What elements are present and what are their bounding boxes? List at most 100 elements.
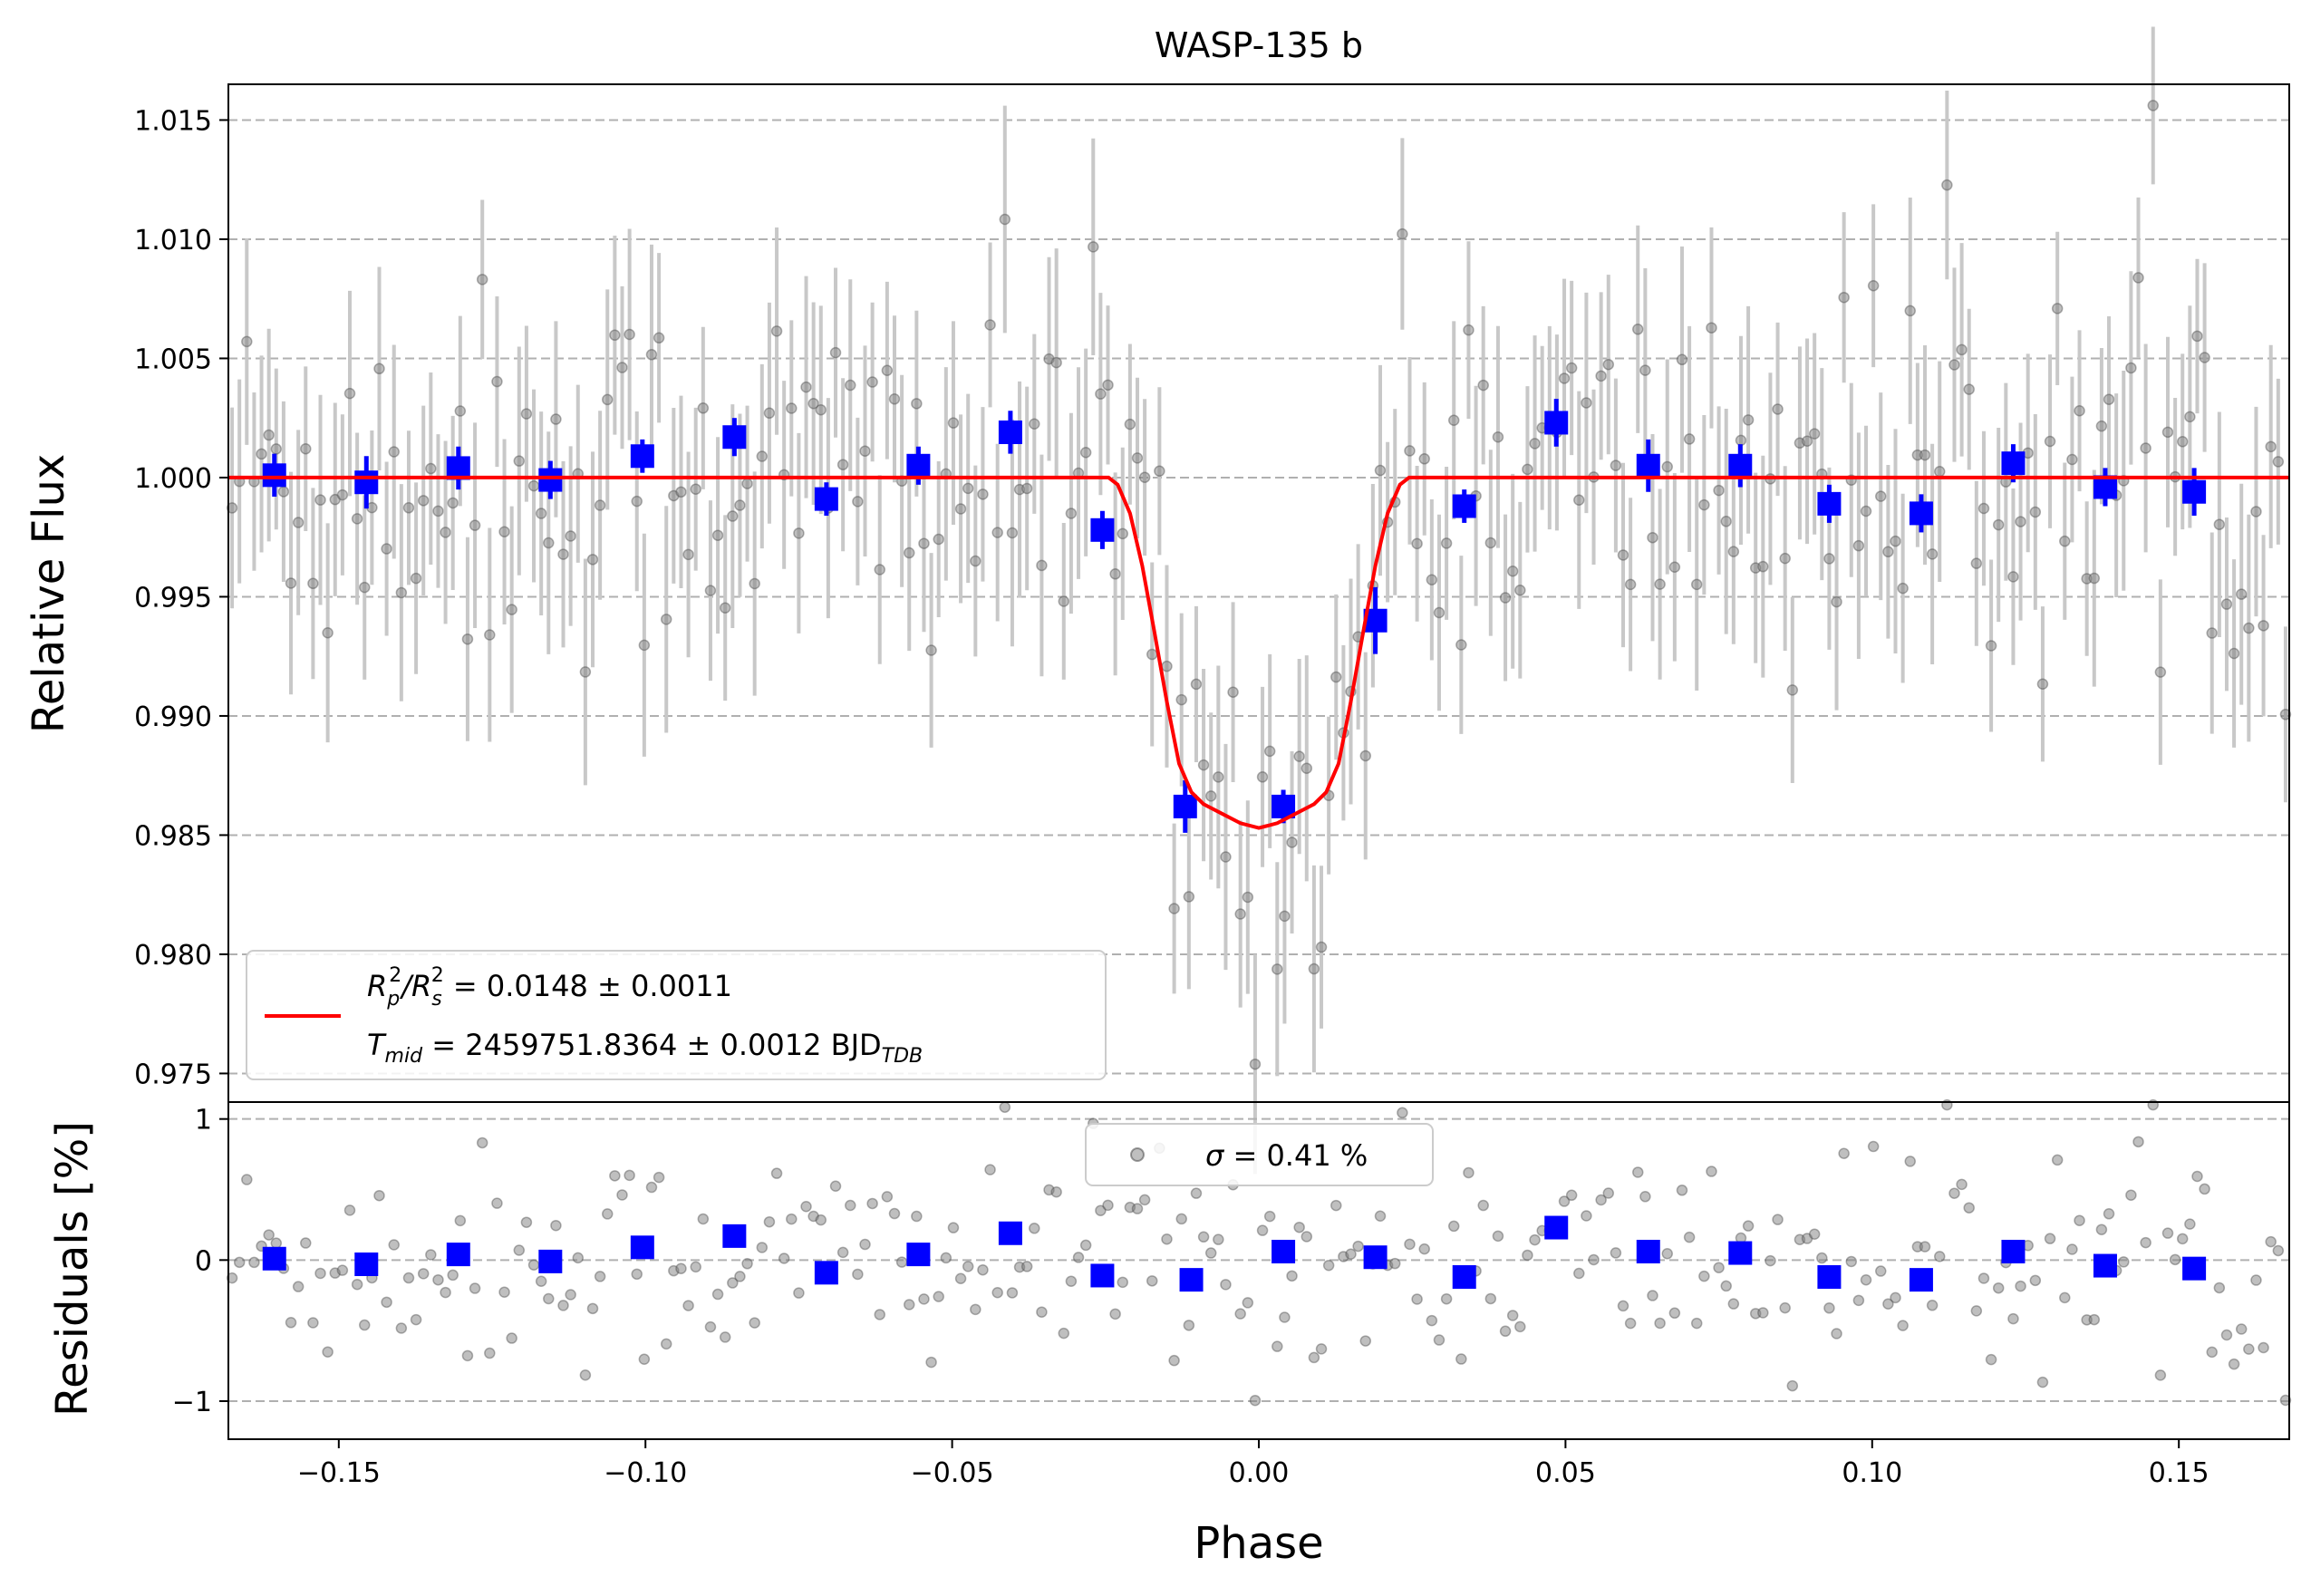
raw-residual-point xyxy=(1397,1107,1408,1119)
residual-legend-box xyxy=(1085,1123,1434,1186)
raw-residual-point xyxy=(859,1238,871,1251)
raw-residual-point xyxy=(527,1259,540,1271)
raw-residual-point xyxy=(2184,1218,2196,1230)
raw-point xyxy=(1272,963,1283,975)
raw-point xyxy=(1242,891,1254,904)
raw-point xyxy=(1867,279,1880,292)
raw-point xyxy=(520,408,533,420)
raw-residual-point xyxy=(1867,1140,1880,1153)
raw-residual-point xyxy=(734,1271,746,1282)
binned-point xyxy=(262,463,286,488)
top-gridlines xyxy=(228,119,2289,1075)
raw-residual-point xyxy=(1985,1353,1997,1366)
raw-point xyxy=(859,445,871,457)
raw-residual-point xyxy=(1956,1178,1968,1191)
raw-residual-point xyxy=(1926,1300,1939,1311)
raw-point xyxy=(579,666,592,678)
raw-point xyxy=(1308,962,1320,975)
raw-point xyxy=(1492,430,1504,443)
raw-residual-point xyxy=(741,1258,753,1270)
raw-residual-point xyxy=(469,1282,481,1294)
x-tick-label: 0.15 xyxy=(2149,1457,2209,1489)
raw-point xyxy=(1558,372,1571,384)
binned-point xyxy=(1636,453,1660,478)
raw-residual-point xyxy=(991,1286,1003,1299)
binned-residual-point xyxy=(998,1221,1022,1245)
raw-residual-point xyxy=(557,1300,569,1311)
raw-residual-point xyxy=(410,1313,422,1326)
raw-residual-point xyxy=(845,1199,856,1212)
raw-residual-point xyxy=(402,1272,415,1284)
raw-point xyxy=(447,497,459,509)
binned-residual-point xyxy=(630,1235,654,1260)
raw-point xyxy=(1595,370,1607,382)
raw-residual-point xyxy=(373,1189,385,1202)
raw-residual-point xyxy=(1823,1302,1835,1314)
raw-residual-point xyxy=(300,1237,312,1249)
raw-residual-point xyxy=(1020,1261,1033,1272)
raw-residual-point xyxy=(697,1213,710,1225)
binned-residual-point xyxy=(538,1249,563,1273)
raw-point xyxy=(2258,620,2269,632)
raw-point xyxy=(1647,531,1658,544)
raw-point xyxy=(226,502,238,514)
raw-point xyxy=(1933,466,1946,478)
raw-residual-point xyxy=(815,1214,827,1226)
raw-point xyxy=(1058,595,1070,607)
raw-residual-point xyxy=(1610,1247,1622,1259)
raw-point xyxy=(2250,506,2262,517)
raw-point xyxy=(1529,438,1541,450)
raw-residual-point xyxy=(2191,1170,2203,1183)
bottom-y-tick-label: −1 xyxy=(172,1387,212,1418)
raw-point xyxy=(543,537,555,549)
raw-residual-point xyxy=(1492,1230,1504,1243)
raw-residual-point xyxy=(2007,1312,2019,1325)
raw-residual-point xyxy=(1661,1248,1673,1260)
raw-residual-point xyxy=(918,1293,930,1305)
raw-point xyxy=(1992,518,2005,531)
raw-point xyxy=(1036,559,1048,572)
raw-residual-point xyxy=(543,1292,555,1305)
raw-residual-point xyxy=(933,1291,944,1302)
binned-residual-point xyxy=(1179,1268,1204,1292)
raw-residual-point xyxy=(1484,1292,1497,1305)
raw-residual-point xyxy=(1970,1305,1983,1317)
binned-residual-point xyxy=(1544,1215,1569,1240)
raw-residual-point xyxy=(1765,1254,1776,1267)
raw-point xyxy=(565,530,576,542)
raw-point xyxy=(2243,622,2255,634)
binned-point xyxy=(1173,794,1197,818)
raw-point xyxy=(2088,572,2101,585)
raw-residual-point xyxy=(1838,1147,1850,1159)
raw-point xyxy=(933,533,944,546)
raw-residual-point xyxy=(1779,1301,1791,1314)
raw-point xyxy=(793,527,805,539)
raw-residual-point xyxy=(417,1268,430,1280)
raw-residual-point xyxy=(1808,1228,1821,1240)
raw-point xyxy=(1919,449,1931,461)
raw-residual-point xyxy=(270,1237,283,1249)
raw-point xyxy=(1654,578,1666,590)
raw-point xyxy=(2265,440,2277,453)
raw-residual-point xyxy=(1330,1199,1342,1212)
raw-point xyxy=(1330,671,1342,683)
raw-residual-point xyxy=(1499,1325,1512,1338)
raw-point xyxy=(704,585,717,596)
raw-point xyxy=(2213,518,2226,530)
raw-point xyxy=(2036,678,2049,690)
binned-residual-point xyxy=(1363,1245,1388,1270)
raw-point xyxy=(277,486,290,498)
raw-point xyxy=(653,332,665,344)
raw-point xyxy=(970,555,981,567)
raw-residual-point xyxy=(616,1189,628,1201)
raw-point xyxy=(1573,494,1585,506)
x-tick-label: −0.05 xyxy=(911,1457,994,1489)
binned-residual-point xyxy=(814,1261,838,1285)
raw-residual-point xyxy=(395,1322,408,1334)
raw-point xyxy=(999,213,1011,226)
raw-point xyxy=(852,496,864,508)
raw-residual-point xyxy=(999,1101,1011,1113)
raw-point xyxy=(1256,771,1269,783)
raw-point xyxy=(660,614,672,625)
raw-residual-point xyxy=(461,1349,474,1362)
